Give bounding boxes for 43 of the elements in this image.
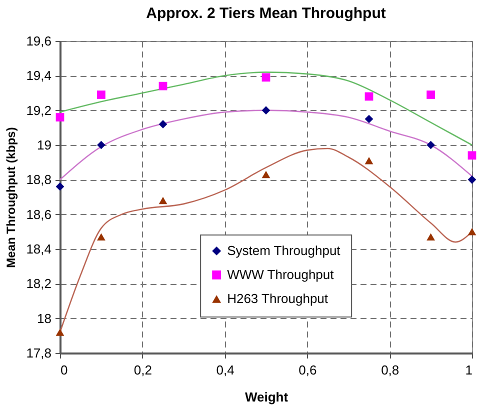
x-tick-label: 0,8 bbox=[381, 362, 400, 378]
point bbox=[364, 114, 374, 124]
y-tick-label: 19,2 bbox=[26, 102, 52, 118]
point bbox=[158, 196, 168, 204]
point bbox=[468, 175, 476, 184]
point bbox=[56, 113, 64, 122]
y-tick-label: 18,6 bbox=[26, 206, 52, 222]
point bbox=[97, 233, 106, 240]
point bbox=[364, 156, 374, 164]
legend-label: System Throughput bbox=[227, 242, 341, 258]
x-tick-label: 0,6 bbox=[298, 362, 317, 378]
point bbox=[364, 92, 374, 101]
x-tick-label: 0,2 bbox=[134, 362, 152, 378]
y-tick-label: 18,2 bbox=[26, 276, 52, 292]
y-axis-title: Mean Throughput (kbps) bbox=[4, 127, 18, 268]
point bbox=[262, 106, 270, 115]
point bbox=[97, 90, 106, 99]
point bbox=[56, 182, 64, 191]
y-tick-label: 19,6 bbox=[26, 34, 52, 48]
point bbox=[262, 170, 270, 178]
y-tick-label: 18 bbox=[37, 310, 52, 326]
y-tick-label: 19,4 bbox=[26, 68, 52, 84]
point bbox=[426, 140, 435, 150]
point bbox=[56, 328, 64, 336]
y-tick-label: 18,8 bbox=[26, 172, 52, 188]
point bbox=[468, 228, 476, 236]
y-tick-label: 18,4 bbox=[26, 242, 52, 256]
point bbox=[468, 151, 476, 160]
x-tick-label: 0 bbox=[60, 362, 68, 378]
legend-label: WWW Throughput bbox=[227, 266, 334, 282]
y-tick-label: 19 bbox=[37, 138, 52, 152]
point bbox=[158, 82, 168, 90]
point bbox=[426, 90, 435, 99]
x-tick-label: 1 bbox=[465, 362, 472, 378]
point bbox=[97, 140, 106, 150]
point bbox=[262, 73, 270, 82]
legend-label: H263 Throughput bbox=[227, 290, 328, 306]
y-tick-label: 17,8 bbox=[26, 346, 52, 360]
point bbox=[158, 120, 168, 128]
chart-title: Approx. 2 Tiers Mean Throughput bbox=[146, 5, 386, 22]
point bbox=[426, 233, 435, 240]
x-axis-title: Weight bbox=[244, 390, 289, 404]
x-tick-label: 0,4 bbox=[216, 362, 234, 378]
